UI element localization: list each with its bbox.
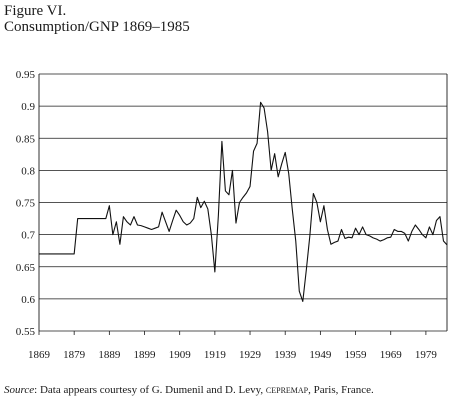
series-line-consumption-gnp <box>39 101 448 303</box>
y-tick-label: 0.7 <box>21 230 35 242</box>
y-tick-label: 0.75 <box>16 198 36 210</box>
x-tick-label: 1919 <box>204 349 227 361</box>
y-tick-label: 0.6 <box>21 294 35 306</box>
figure-subtitle: Consumption/GNP 1869–1985 <box>4 19 190 35</box>
x-tick-label: 1899 <box>134 349 157 361</box>
y-tick-label: 0.95 <box>16 69 36 81</box>
y-tick-label: 0.65 <box>16 262 36 274</box>
y-tick-label: 0.55 <box>16 326 36 338</box>
x-tick-label: 1929 <box>239 349 262 361</box>
y-tick-label: 0.9 <box>21 101 35 113</box>
x-tick-label: 1979 <box>415 349 438 361</box>
source-text-after: , Paris, France. <box>308 384 374 396</box>
x-tick-label: 1909 <box>169 349 192 361</box>
x-tick-label: 1879 <box>63 349 86 361</box>
x-tick-label: 1969 <box>380 349 403 361</box>
source-label: Source <box>4 384 35 396</box>
x-tick-label: 1949 <box>309 349 332 361</box>
y-tick-label: 0.85 <box>16 133 36 145</box>
figure-title: Figure VI. <box>4 3 67 19</box>
x-tick-label: 1889 <box>98 349 121 361</box>
source-text-before: : Data appears courtesy of G. Dumenil an… <box>34 384 266 396</box>
x-tick-label: 1939 <box>274 349 297 361</box>
source-org: cepremap <box>265 384 309 396</box>
source-note: Source: Data appears courtesy of G. Dume… <box>4 383 444 397</box>
y-tick-label: 0.8 <box>21 165 35 177</box>
x-tick-label: 1869 <box>28 349 51 361</box>
x-tick-label: 1959 <box>345 349 368 361</box>
